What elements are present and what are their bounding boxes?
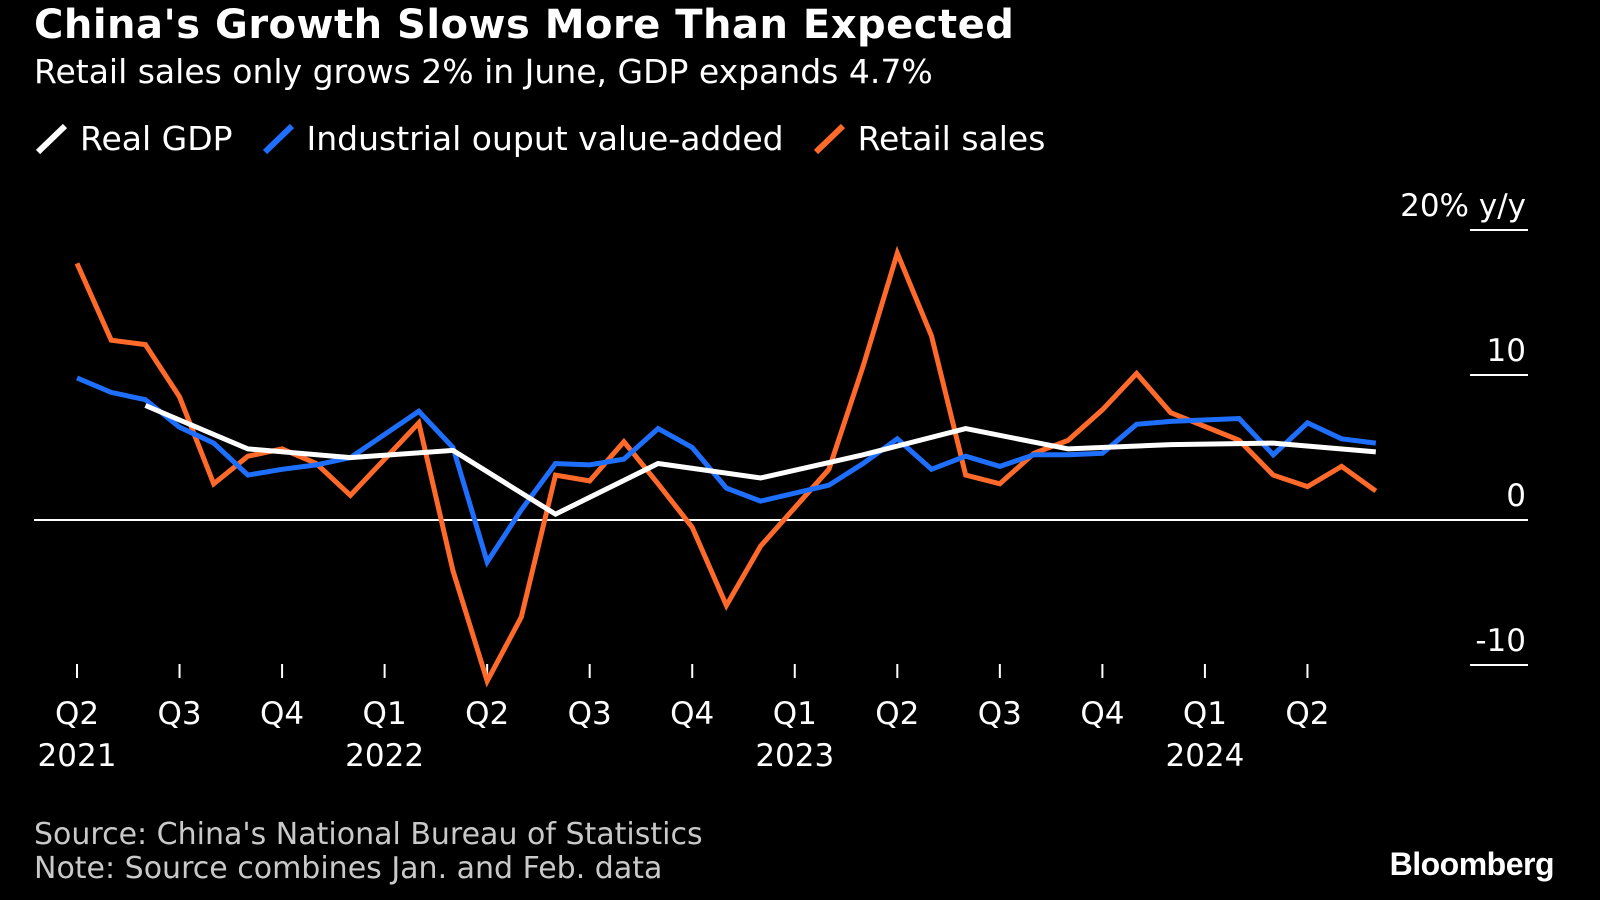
legend: Real GDP Industrial ouput value-added Re… — [34, 118, 1073, 158]
legend-label-real-gdp: Real GDP — [80, 118, 233, 158]
legend-item-real-gdp: Real GDP — [34, 118, 233, 158]
y-tick-label: 0 — [1506, 478, 1526, 514]
bloomberg-logo: Bloomberg — [1389, 846, 1555, 882]
legend-swatch-retail-sales — [813, 123, 845, 155]
series-layer — [74, 245, 1378, 688]
legend-item-retail-sales: Retail sales — [812, 118, 1046, 158]
x-year-label: 2024 — [1165, 738, 1244, 774]
x-tick-label: Q4 — [670, 696, 714, 732]
note-text: Note: Source combines Jan. and Feb. data — [34, 851, 663, 886]
x-tick-label: Q3 — [568, 696, 612, 732]
x-tick-label: Q2 — [55, 696, 99, 732]
x-tick-label: Q4 — [260, 696, 304, 732]
series-line-real-gdp — [144, 403, 1377, 518]
series-line-industrial-output — [76, 375, 1377, 568]
x-axis: Q2 2021 Q3 Q4 Q1 2022 Q2 Q3 Q4 Q1 2023 Q2 Q3 Q4 Q1 2024… — [38, 664, 1330, 774]
x-tick-label: Q3 — [157, 696, 201, 732]
legend-label-industrial-output: Industrial ouput value-added — [306, 118, 784, 158]
legend-swatch-real-gdp — [35, 123, 68, 155]
x-tick-label: Q2 — [465, 696, 509, 732]
legend-label-retail-sales: Retail sales — [857, 118, 1046, 158]
x-year-label: 2021 — [38, 738, 117, 774]
x-tick-label: Q1 — [773, 696, 817, 732]
legend-item-industrial-output: Industrial ouput value-added — [261, 118, 784, 158]
x-year-label: 2023 — [755, 738, 834, 774]
y-tick-label: -10 — [1475, 623, 1526, 659]
chart-subtitle: Retail sales only grows 2% in June, GDP … — [34, 52, 933, 91]
source-text: Source: China's National Bureau of Stati… — [34, 817, 703, 852]
x-tick-label: Q4 — [1080, 696, 1124, 732]
series-line-retail-sales — [74, 245, 1378, 688]
x-tick-label: Q1 — [1183, 696, 1227, 732]
y-tick-label: 10 — [1487, 333, 1526, 369]
y-tick-label: 20% y/y — [1400, 188, 1526, 224]
x-tick-label: Q2 — [875, 696, 919, 732]
x-tick-label: Q3 — [978, 696, 1022, 732]
x-tick-label: Q1 — [363, 696, 407, 732]
chart-title: China's Growth Slows More Than Expected — [34, 2, 1015, 48]
source-note: Source: China's National Bureau of Stati… — [34, 818, 703, 886]
x-tick-label: Q2 — [1285, 696, 1329, 732]
x-year-label: 2022 — [345, 738, 424, 774]
legend-swatch-industrial-output — [262, 123, 294, 155]
